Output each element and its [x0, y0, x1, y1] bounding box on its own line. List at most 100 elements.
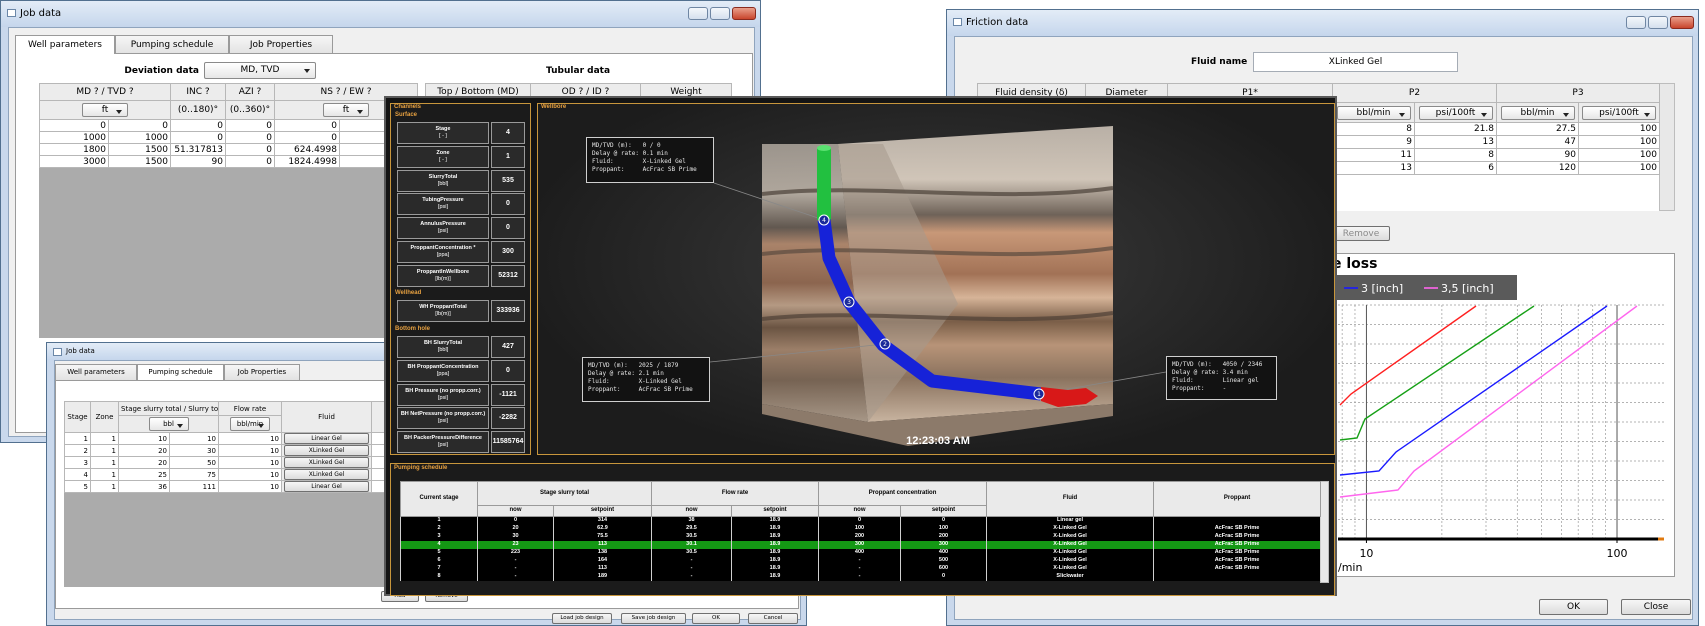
button[interactable]: Save job design [621, 613, 686, 624]
table-cell: 18.9 [731, 556, 820, 565]
button[interactable]: Load job design [552, 613, 612, 624]
table-cell: 18.9 [731, 524, 820, 533]
clock: 12:23:03 AM [906, 435, 970, 447]
chart-title: e loss [1332, 256, 1377, 272]
table-cell: 47 [1496, 135, 1579, 149]
channel-label: BH NetPressure (no propp.corr.) [400, 411, 486, 418]
close-button[interactable] [1670, 16, 1694, 29]
deviation-dropdown[interactable]: MD, TVD [204, 62, 316, 79]
table-cell: X-Linked Gel [986, 556, 1155, 565]
dropdown[interactable]: psi/100ft [1418, 105, 1493, 120]
sub-header: now [818, 505, 902, 517]
marker-label: 1 [1037, 391, 1041, 398]
close-dialog-button[interactable]: Close [1621, 599, 1691, 615]
panel-title: Pumping schedule [394, 465, 448, 471]
table-cell: Linear Gel [281, 432, 373, 445]
table-cell [1153, 516, 1322, 525]
tab[interactable]: Well parameters [15, 35, 115, 54]
friction-chart: e loss 10 100/min 3 [inch] 3,5 [inch] [1332, 256, 1664, 574]
channel-name: BH Pressure (no propp.corr.) [psi] [397, 383, 489, 406]
window-title: Job data [20, 8, 62, 19]
column-header: Proppant concentration [818, 481, 988, 506]
tab[interactable]: Job Properties [224, 364, 300, 380]
tab[interactable]: Pumping schedule [115, 35, 229, 54]
panel-title: Channels [394, 104, 422, 110]
marker-label: 2 [883, 341, 887, 348]
table-cell: 18.9 [731, 564, 820, 573]
tab[interactable]: Job Properties [229, 35, 333, 54]
fluid-button[interactable]: XLinked Gel [284, 445, 370, 456]
annotation: MD/TVD (m): 4050 / 2346 Delay @ rate: 3.4… [1166, 356, 1277, 400]
channel-label: BH ProppantConcentration [407, 363, 479, 370]
table-cell: 75 [168, 468, 220, 481]
channel-unit: [ppa] [436, 252, 450, 258]
button[interactable]: Cancel [748, 613, 798, 624]
dropdown[interactable]: ft [82, 103, 128, 117]
channel-name: BH ProppantConcentration [ppa] [397, 359, 489, 382]
channel-label: Zone [436, 149, 450, 156]
table-cell: 23 [477, 540, 554, 549]
annotation-line: Proppant: AcFrac SB Prime [588, 386, 693, 393]
channel-unit: [ - ] [439, 133, 447, 139]
table-cell: 1 [90, 444, 119, 457]
window-icon [53, 348, 62, 356]
fluid-button[interactable]: XLinked Gel [284, 457, 370, 468]
sub-header: now [651, 505, 733, 517]
table-cell: 0 [818, 516, 902, 525]
section-title: Bottom hole [395, 326, 430, 332]
table-cell: 3000 [39, 155, 109, 168]
tab[interactable]: Pumping schedule [137, 364, 224, 380]
maximize-button[interactable] [710, 7, 730, 20]
table-cell: 1800 [39, 143, 109, 156]
fluid-name-input[interactable]: XLinked Gel [1253, 52, 1458, 72]
rock-layer [761, 246, 1114, 257]
table-cell: 51.317813 [170, 143, 226, 156]
table-cell: - [477, 564, 554, 573]
curve [1339, 305, 1535, 441]
column-header: Stage slurry total [476, 481, 653, 506]
table-cell: 3 [400, 532, 478, 541]
wellbore-panel: Wellbore 4 3 2 1 MD/TVD (m): 0 / 0 Delay @ rat… [537, 103, 1335, 455]
dropdown[interactable]: bbl [148, 417, 189, 431]
marker [1033, 388, 1045, 400]
dropdown[interactable]: bbl/min [230, 417, 271, 431]
table-cell: 18.9 [731, 548, 820, 557]
table-cell: 4 [64, 468, 91, 481]
annotation-line: MD/TVD (m): 0 / 0 [592, 142, 661, 149]
tab[interactable]: Well parameters [55, 364, 137, 380]
window-icon [7, 9, 16, 17]
annotation-line: Fluid: X-Linked Gel [588, 378, 682, 385]
dropdown[interactable]: bbl/min [1336, 105, 1411, 120]
minimize-button[interactable] [688, 7, 708, 20]
minimize-button[interactable] [1626, 16, 1646, 29]
fluid-button[interactable]: Linear Gel [284, 481, 370, 492]
table-cell: X-Linked Gel [986, 532, 1155, 541]
x-tick-label: 10 [1359, 547, 1373, 560]
annotation-line: Proppant: - [1172, 385, 1227, 392]
table-cell: 0 [108, 119, 171, 132]
maximize-button[interactable] [1648, 16, 1668, 29]
pipe-top [817, 145, 831, 151]
channel-value: -2282 [491, 407, 525, 430]
dropdown[interactable]: psi/100ft [1582, 105, 1656, 120]
button[interactable]: OK [692, 613, 740, 624]
dropdown[interactable]: bbl/min [1500, 105, 1575, 120]
table-cell: 0 [170, 119, 226, 132]
rock-layer [761, 311, 1114, 322]
table-cell: 8 [400, 572, 478, 581]
table-cell: 1824.4998 [274, 155, 340, 168]
dropdown[interactable]: ft [323, 103, 369, 117]
ok-button[interactable]: OK [1539, 599, 1608, 615]
close-button[interactable] [732, 7, 756, 20]
channel-name: BH PackerPressureDifference [psi] [397, 431, 489, 454]
table-cell: 30 [168, 444, 220, 457]
fluid-button[interactable]: XLinked Gel [284, 469, 370, 480]
rock-side-wall [762, 144, 868, 422]
channel-name: Stage[ - ] [397, 122, 489, 144]
table-cell: 300 [818, 540, 902, 549]
table-cell: 21.8 [1414, 122, 1497, 136]
sub-header: setpoint [731, 505, 820, 517]
fluid-button[interactable]: Linear Gel [284, 433, 370, 444]
rock-floor [762, 404, 1113, 446]
remove-button[interactable]: Remove [1332, 226, 1390, 241]
